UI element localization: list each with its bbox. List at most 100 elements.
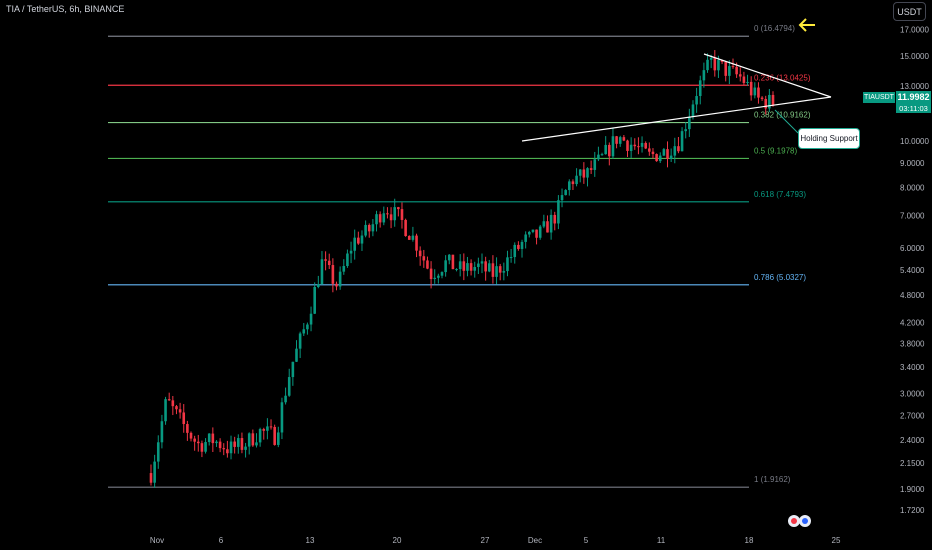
candle-body — [156, 442, 160, 462]
candle-body — [553, 214, 557, 224]
candle-body — [462, 261, 466, 271]
candle-body — [287, 377, 291, 396]
candle-body — [407, 236, 411, 240]
candle-body — [193, 438, 196, 442]
candle-body — [411, 235, 415, 240]
candle-body — [680, 131, 684, 152]
candle-body — [709, 57, 713, 60]
price-tick-label: 2.1500 — [900, 459, 925, 468]
candle-body — [389, 214, 393, 221]
time-tick-label: Nov — [150, 536, 164, 545]
candle-body — [458, 261, 462, 270]
candle-body — [255, 442, 258, 446]
candle-body — [768, 94, 771, 109]
drawings — [521, 18, 832, 142]
price-tick-label: 4.8000 — [900, 291, 925, 300]
candle-body — [757, 87, 760, 98]
candle-body — [618, 137, 622, 144]
candle-body — [295, 348, 298, 362]
candle-body — [422, 256, 426, 261]
time-tick-label: 18 — [745, 536, 754, 545]
candle-body — [280, 402, 284, 433]
time-tick-label: Dec — [528, 536, 542, 545]
price-tick-label: 1.7200 — [900, 506, 925, 515]
candle-body — [397, 207, 400, 210]
last-price-tag: TIAUSDT 11.9982 03:11:03 — [863, 91, 931, 114]
candle-body — [277, 432, 280, 445]
candle-body — [262, 429, 266, 431]
candle-body — [149, 473, 153, 483]
event-icons[interactable] — [788, 515, 811, 527]
fib-level-label: 0 (16.4794) — [754, 24, 795, 33]
candle-body — [753, 87, 757, 96]
candle-body — [196, 441, 200, 444]
candle-body — [578, 169, 582, 176]
candle-body — [491, 263, 495, 277]
candle-body — [531, 229, 535, 232]
candle-body — [498, 266, 502, 273]
candle-body — [527, 231, 531, 235]
candle-body — [175, 406, 178, 410]
callout-pointer — [774, 109, 799, 134]
candle-body — [629, 144, 633, 151]
candle-body — [338, 271, 342, 287]
price-tick-label: 4.2000 — [900, 319, 925, 328]
triangle-upper-line — [703, 53, 832, 98]
candle-body — [713, 57, 717, 71]
candle-body — [586, 168, 589, 178]
candle-body — [447, 254, 451, 261]
last-price: 11.9982 — [896, 91, 931, 103]
candle-body — [400, 209, 404, 220]
candle-body — [513, 244, 517, 258]
candle-body — [749, 81, 753, 96]
candle-body — [346, 253, 349, 266]
time-tick-label: 11 — [657, 536, 666, 545]
candle-body — [611, 136, 615, 157]
price-tick-label: 7.0000 — [900, 212, 925, 221]
price-tick-label: 2.7000 — [900, 411, 925, 420]
candle-body — [218, 441, 222, 449]
candle-body — [429, 268, 433, 280]
candle-body — [698, 80, 702, 97]
candle-body — [222, 448, 226, 450]
candle-body — [597, 154, 600, 160]
candle-body — [302, 329, 306, 334]
candle-body — [724, 61, 728, 76]
candle-body — [688, 116, 691, 130]
candle-body — [284, 395, 287, 403]
candle-body — [153, 461, 156, 483]
candle-body — [677, 146, 680, 152]
time-tick-label: 25 — [832, 536, 841, 545]
price-tick-label: 8.0000 — [900, 184, 925, 193]
candle-body — [506, 257, 509, 272]
candle-body — [324, 259, 327, 261]
candle-body — [189, 432, 193, 439]
candle-body — [186, 424, 189, 433]
time-axis[interactable]: Nov 6 13 20 27 Dec 5 11 18 25 — [150, 536, 841, 545]
arrow-left-icon — [798, 18, 815, 32]
candle-body — [342, 265, 346, 272]
currency-button[interactable]: USDT — [893, 2, 926, 21]
time-tick-label: 13 — [306, 536, 315, 545]
candle-body — [626, 140, 629, 151]
candle-body — [455, 269, 458, 271]
candle-body — [433, 277, 437, 280]
candle-body — [258, 429, 262, 443]
price-tick-label: 3.8000 — [900, 340, 925, 349]
candle-body — [648, 148, 651, 152]
candle-body — [728, 66, 731, 76]
time-tick-label: 27 — [481, 536, 490, 545]
time-tick-label: 5 — [584, 536, 589, 545]
candle-body — [600, 154, 604, 156]
candle-body — [568, 181, 571, 191]
fibonacci-levels: 0 (16.4794) 0.236 (13.0425) 0.382 (10.9162… — [108, 24, 811, 488]
candle-body — [375, 214, 378, 225]
candle-body — [509, 257, 513, 259]
candle-body — [520, 241, 524, 249]
price-tick-label: 10.0000 — [900, 137, 929, 146]
candle-body — [666, 149, 669, 159]
candle-body — [538, 226, 542, 238]
candle-body — [575, 175, 578, 185]
bar-countdown: 03:11:03 — [896, 103, 931, 113]
